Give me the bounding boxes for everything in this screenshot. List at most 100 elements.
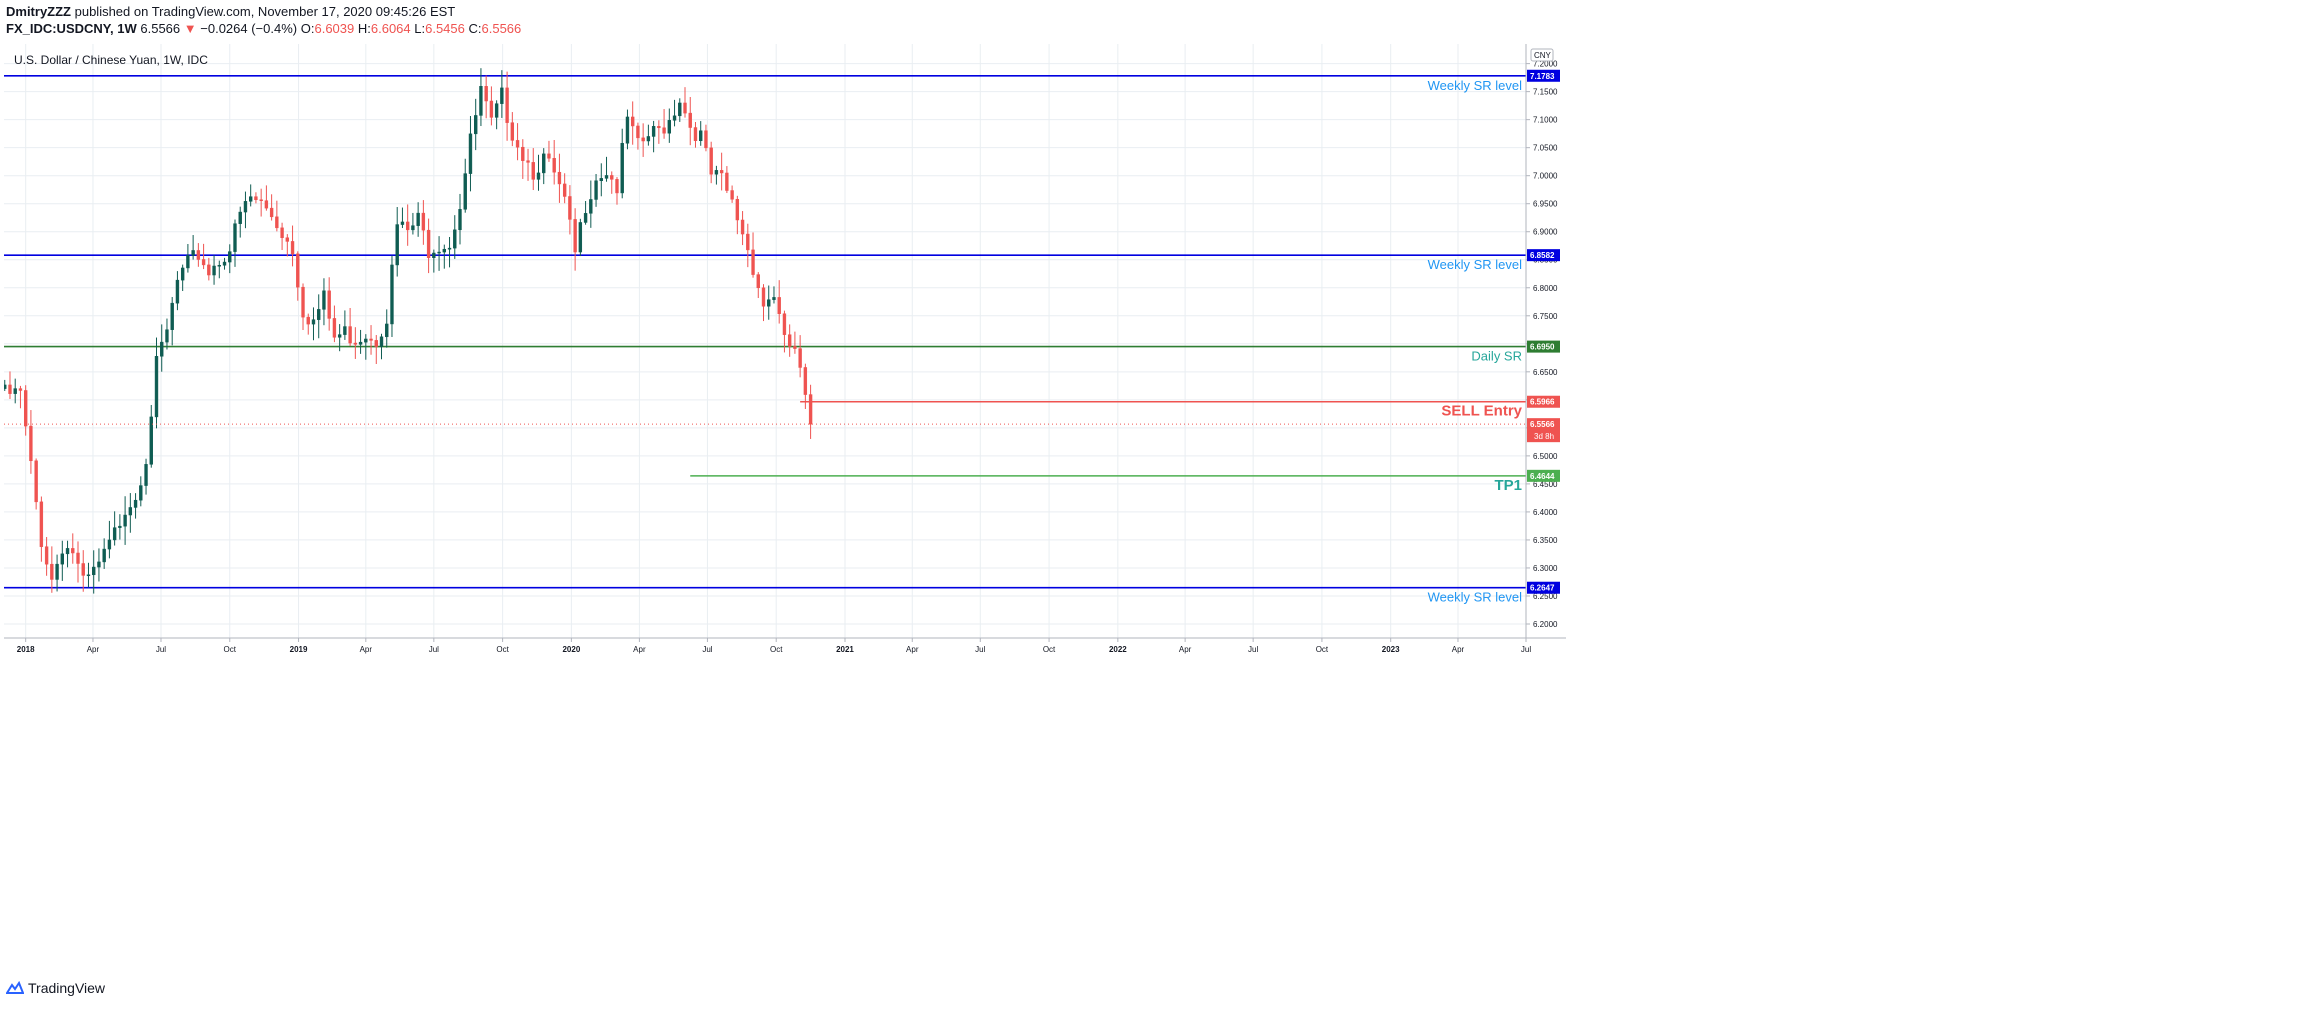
- candle-body: [552, 158, 556, 173]
- time-tick-label: Apr: [633, 645, 646, 654]
- candle-up: [667, 108, 672, 143]
- candle-body: [798, 348, 802, 368]
- candle-body: [160, 341, 164, 357]
- candle-down: [280, 222, 284, 251]
- candle-body: [573, 219, 577, 253]
- candle-up: [317, 294, 321, 339]
- price-tick-label: 7.0500: [1533, 144, 1558, 153]
- level-price-tag-box: [1527, 581, 1560, 594]
- chart-frame[interactable]: Weekly SR level Weekly SR level Daily SR SE…: [3, 44, 2304, 988]
- currency-badge[interactable]: CNY: [1530, 48, 1554, 62]
- candle-down: [348, 307, 352, 347]
- candle-body: [641, 137, 645, 142]
- candle-body: [526, 160, 530, 163]
- candle-body: [405, 221, 410, 231]
- candle-body: [13, 388, 17, 394]
- candle-body: [667, 120, 672, 134]
- candle-up: [646, 124, 651, 146]
- candle-up: [699, 121, 703, 146]
- candle-down: [793, 331, 797, 354]
- candle-body: [34, 460, 38, 503]
- candle-body: [453, 229, 457, 249]
- candle-down: [81, 550, 85, 592]
- candle-up: [337, 324, 342, 352]
- candle-down: [657, 120, 661, 144]
- candle-body: [81, 563, 85, 576]
- level-label: SELL Entry: [1441, 403, 1522, 420]
- sr-level[interactable]: Weekly SR level: [4, 254, 1526, 272]
- candle-down: [683, 87, 687, 118]
- candle-body: [18, 388, 23, 391]
- price-axis[interactable]: 7.2000 7.1500 7.1000 7.0500 7.0000 6.9500 6.90…: [1525, 44, 1560, 638]
- candle-body: [337, 334, 342, 338]
- candle-body: [3, 384, 7, 389]
- candle-body: [651, 126, 656, 137]
- price-chart[interactable]: Weekly SR level Weekly SR level Daily SR SE…: [3, 44, 2304, 988]
- candle-down: [306, 313, 310, 335]
- candle-body: [259, 199, 263, 202]
- time-axis[interactable]: 2018 Apr Jul Oct 2019 Apr Jul Oct 2020 Apr Jul Oct 2…: [4, 637, 1566, 654]
- candle-body: [547, 153, 551, 159]
- high-value: 6.6064: [370, 21, 411, 36]
- candle-body: [515, 140, 520, 148]
- candle-down: [426, 218, 431, 274]
- candle-body: [442, 248, 446, 253]
- candle-up: [672, 99, 677, 127]
- candle-down: [207, 257, 211, 281]
- candle-down: [264, 185, 269, 211]
- candle-body: [636, 125, 640, 139]
- candle-up: [322, 278, 326, 326]
- price-tick-label: 6.9500: [1533, 200, 1558, 209]
- candle-body: [746, 233, 750, 251]
- candle-down: [725, 166, 729, 194]
- candle-body: [568, 196, 572, 220]
- candle-up: [767, 285, 771, 320]
- candle-body: [411, 225, 415, 231]
- candle-body: [447, 247, 452, 250]
- chart-background: [4, 44, 2304, 988]
- candle-up: [144, 458, 148, 495]
- candle-down: [803, 363, 808, 410]
- price-tick-label: 7.1000: [1533, 116, 1558, 125]
- candle-body: [65, 548, 70, 555]
- sr-level[interactable]: SELL Entry: [800, 400, 1526, 420]
- candle-up: [343, 310, 347, 340]
- candle-body: [149, 416, 153, 465]
- sr-level[interactable]: Daily SR: [4, 345, 1526, 364]
- candle-body: [458, 209, 462, 231]
- candle-body: [175, 279, 180, 304]
- level-label: Weekly SR level: [1428, 78, 1523, 93]
- candle-body: [139, 485, 143, 501]
- candle-up: [411, 212, 415, 235]
- candle-body: [683, 102, 687, 114]
- candle-body: [186, 255, 190, 269]
- candle-down: [636, 122, 640, 150]
- candle-body: [531, 162, 535, 180]
- sr-level[interactable]: TP1: [690, 475, 1526, 494]
- candle-up: [578, 218, 583, 257]
- author-name[interactable]: DmitryZZZ: [6, 4, 71, 19]
- candle-body: [23, 390, 28, 427]
- candle-down: [34, 458, 38, 510]
- price-tick-label: 6.6500: [1533, 368, 1558, 377]
- sr-level[interactable]: Weekly SR level: [4, 74, 1526, 93]
- candle-up: [400, 207, 405, 229]
- candle-body: [144, 464, 148, 486]
- sr-level[interactable]: Weekly SR level: [4, 586, 1526, 605]
- candle-down: [740, 211, 745, 246]
- tradingview-logo[interactable]: TradingView: [6, 980, 105, 996]
- candle-up: [599, 163, 603, 197]
- candle-up: [102, 538, 106, 569]
- candle-up: [222, 257, 227, 270]
- price-tick-label: 6.7500: [1533, 312, 1558, 321]
- candle-body: [222, 261, 227, 266]
- candle-down: [353, 327, 358, 359]
- price-tick-label: 6.3000: [1533, 564, 1558, 573]
- candle-up: [432, 249, 436, 273]
- candle-body: [76, 552, 80, 564]
- symbol-name: FX_IDC:USDCNY, 1W: [6, 21, 137, 36]
- close-value: 6.5566: [481, 21, 522, 36]
- candle-up: [65, 540, 70, 568]
- candle-down: [290, 225, 295, 267]
- candle-down: [557, 153, 562, 203]
